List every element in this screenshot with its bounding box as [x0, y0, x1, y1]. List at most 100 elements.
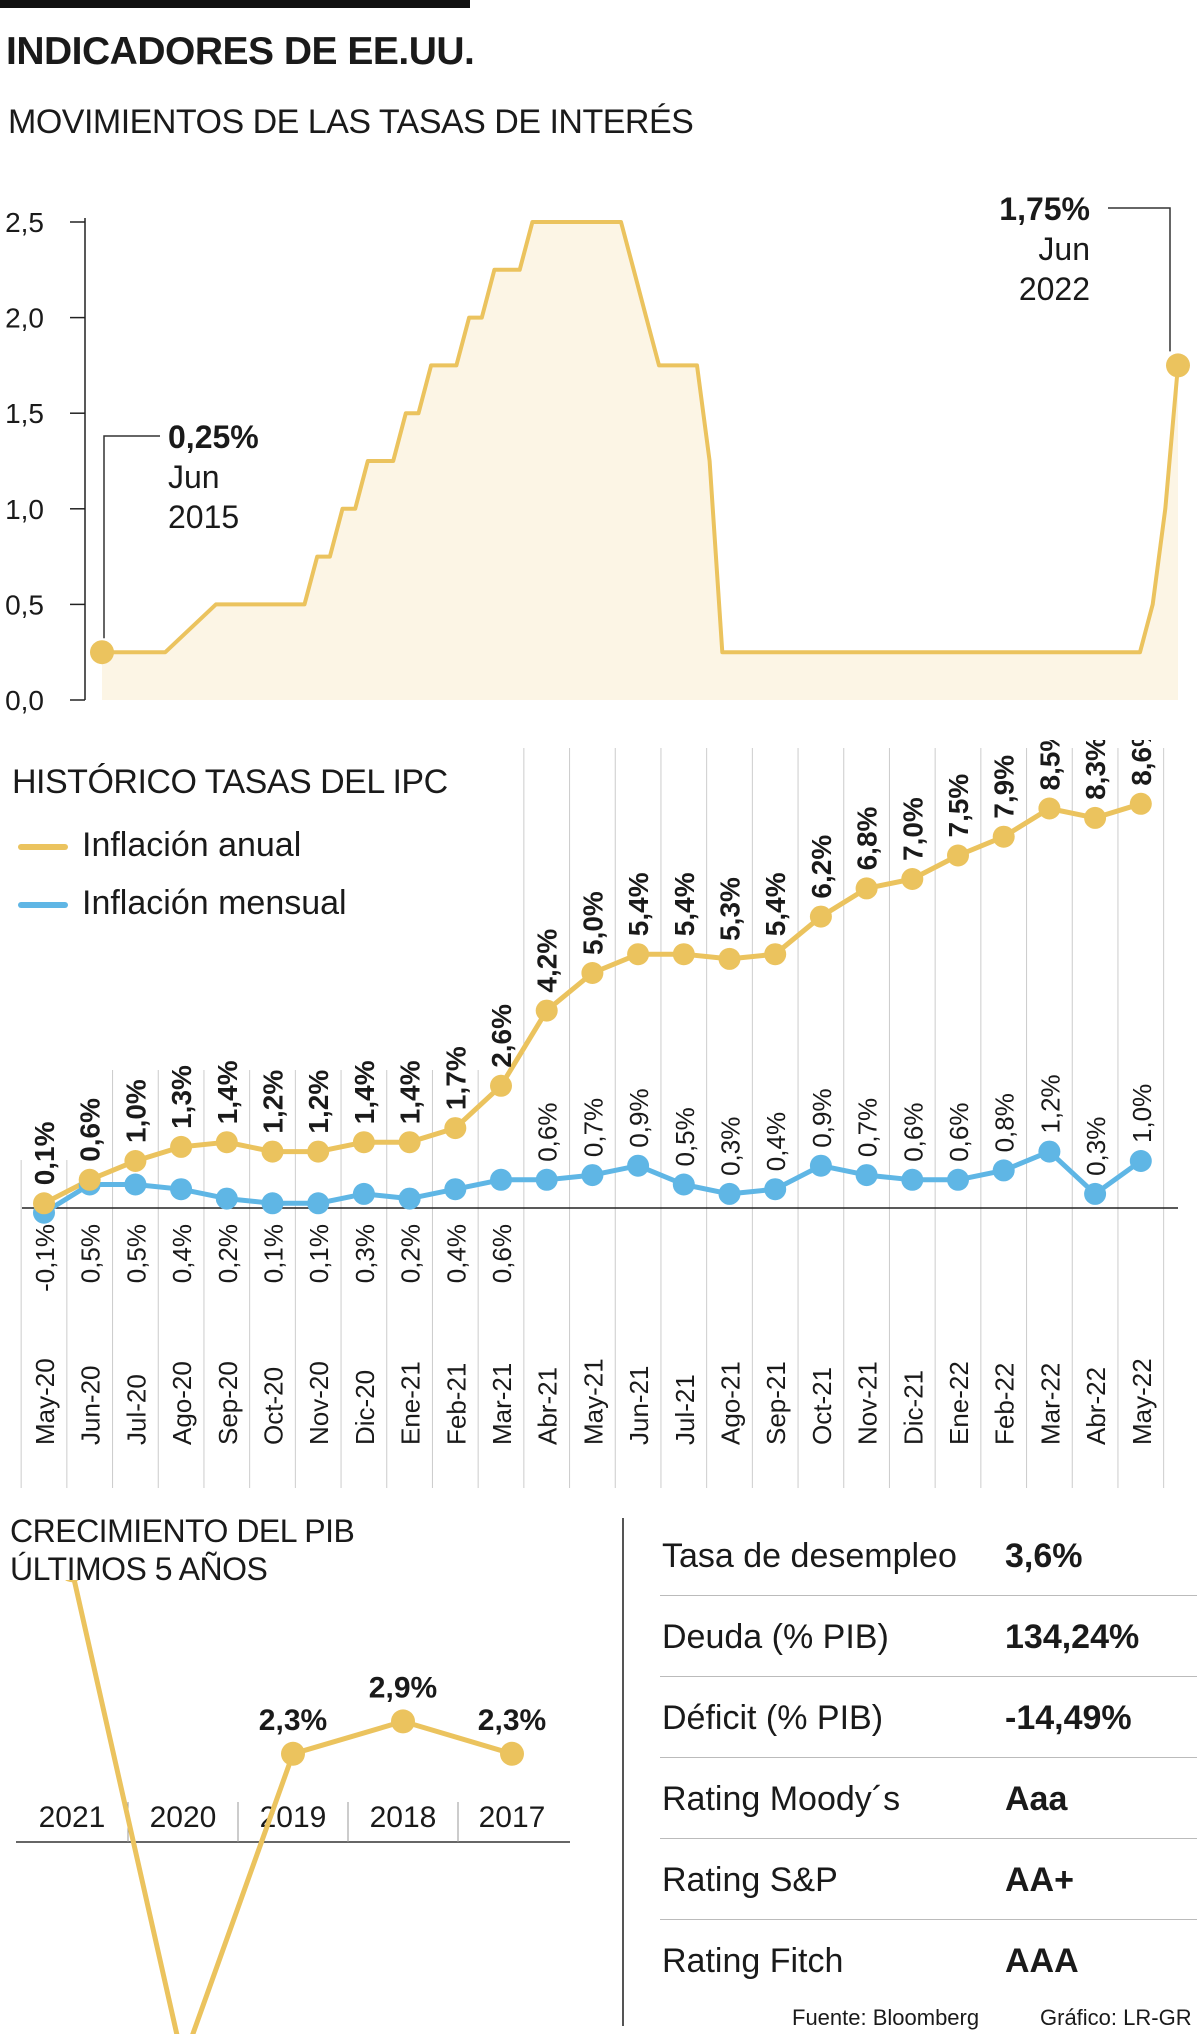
- monthly-point: [535, 1168, 558, 1191]
- rates-y-tick-label: 1,0: [5, 494, 44, 525]
- indicator-label: Déficit (% PIB): [662, 1699, 884, 1737]
- top-rule: [0, 0, 470, 8]
- monthly-label: 0,6%: [898, 1103, 928, 1162]
- monthly-point: [444, 1178, 467, 1201]
- ipc-gridlines: [20, 748, 1165, 1488]
- month-tick-label: Sep-21: [761, 1361, 791, 1445]
- rates-end-year: 2022: [1019, 271, 1090, 307]
- indicator-row: Déficit (% PIB) -14,49%: [660, 1677, 1197, 1758]
- monthly-label: 1,0%: [1127, 1084, 1157, 1143]
- annual-label: 1,2%: [303, 1070, 334, 1134]
- month-tick-label: Ago-20: [167, 1361, 197, 1445]
- monthly-point: [672, 1173, 695, 1196]
- rates-y-tick-label: 1,5: [5, 398, 44, 429]
- gdp-year-label: 2017: [479, 1801, 546, 1834]
- rates-end-month: Jun: [1038, 231, 1090, 267]
- monthly-point: [1038, 1140, 1061, 1163]
- monthly-label: 0,6%: [487, 1224, 517, 1283]
- monthly-point: [307, 1192, 330, 1215]
- annual-label: 7,0%: [897, 797, 928, 861]
- annual-point: [1084, 806, 1107, 829]
- monthly-point: [1129, 1150, 1152, 1172]
- legend-monthly-label: Inflación mensual: [82, 884, 347, 922]
- gdp-year-label: 2018: [370, 1801, 437, 1834]
- annual-point: [535, 999, 558, 1022]
- month-tick-label: May-21: [578, 1358, 608, 1445]
- indicator-row: Rating S&P AA+: [660, 1839, 1197, 1920]
- monthly-point: [261, 1192, 284, 1215]
- month-tick-label: Ago-21: [716, 1361, 746, 1445]
- indicator-label: Rating Moody´s: [662, 1780, 901, 1818]
- month-tick-label: Feb-21: [441, 1363, 471, 1445]
- annual-label: 1,4%: [212, 1060, 243, 1124]
- month-tick-label: Jun-20: [76, 1366, 106, 1446]
- monthly-point: [764, 1178, 787, 1201]
- annual-label: 4,2%: [532, 929, 563, 993]
- monthly-point: [215, 1187, 238, 1210]
- gdp-axis: 2021 2020 2019 2018 2017: [16, 1801, 570, 1843]
- annual-label: 8,3%: [1080, 740, 1111, 800]
- ipc-chart: 0,1% -0,1% May-20 0,6% 0,5% Jun-20 1,0% 0,5% Jul…: [20, 740, 1178, 1488]
- monthly-point: [627, 1154, 650, 1177]
- rates-end-point: [1166, 353, 1190, 378]
- monthly-label: 0,3%: [1081, 1117, 1111, 1176]
- annual-point: [1129, 792, 1152, 815]
- gdp-title-line1: CRECIMIENTO DEL PIB: [10, 1513, 355, 1549]
- monthly-label: 0,8%: [990, 1093, 1020, 1152]
- monthly-label: 0,6%: [944, 1103, 974, 1162]
- month-tick-label: Ene-21: [396, 1361, 426, 1445]
- rates-annotations: 0,25% Jun 2015 1,75% Jun 2022: [90, 191, 1190, 665]
- month-tick-label: Jun-21: [624, 1366, 654, 1446]
- monthly-point: [352, 1182, 375, 1205]
- rates-y-axis: 0,0 0,5 1,0 1,5 2,0 2,5: [5, 207, 86, 716]
- month-tick-label: Oct-20: [259, 1367, 289, 1445]
- indicator-value: Aaa: [1005, 1780, 1068, 1818]
- annual-label: 5,4%: [760, 872, 791, 936]
- month-tick-label: Dic-20: [350, 1370, 380, 1445]
- monthly-point: [490, 1168, 512, 1191]
- indicator-value: 134,24%: [1005, 1618, 1140, 1656]
- annual-point: [352, 1131, 375, 1154]
- monthly-point: [809, 1154, 832, 1177]
- monthly-label: 0,5%: [670, 1107, 700, 1166]
- legend-annual: Inflación anual: [18, 826, 301, 865]
- monthly-label: 0,1%: [304, 1224, 334, 1283]
- gdp-point: [500, 1741, 524, 1766]
- annual-point: [124, 1150, 147, 1172]
- rates-end-leader: [1108, 207, 1171, 352]
- monthly-label: 0,1%: [259, 1224, 289, 1283]
- rates-area-fill: [102, 222, 1178, 700]
- gdp-year-label: 2021: [39, 1801, 106, 1834]
- rates-end-value: 1,75%: [999, 191, 1090, 227]
- annual-label: 7,5%: [943, 774, 974, 838]
- legend-monthly-swatch: [18, 902, 68, 909]
- month-tick-label: Oct-21: [807, 1367, 837, 1445]
- rates-y-tick-label: 0,0: [5, 685, 44, 716]
- monthly-label: 0,6%: [533, 1103, 563, 1162]
- monthly-point: [1084, 1182, 1107, 1205]
- annual-label: 1,0%: [120, 1079, 151, 1143]
- annual-point: [992, 825, 1015, 848]
- annual-label: 5,4%: [623, 872, 654, 936]
- annual-point: [627, 943, 650, 966]
- month-tick-label: Jul-21: [670, 1374, 700, 1445]
- month-tick-label: Mar-22: [1035, 1363, 1065, 1445]
- month-tick-label: Nov-21: [853, 1361, 883, 1445]
- monthly-label: 0,7%: [853, 1098, 883, 1157]
- footer-credit: Gráfico: LR-GR: [1040, 2005, 1192, 2030]
- gdp-point: [281, 1741, 305, 1766]
- page-title: INDICADORES DE EE.UU.: [6, 30, 475, 73]
- annual-point: [901, 868, 924, 890]
- annual-label: 1,3%: [166, 1065, 197, 1129]
- annual-label: 5,0%: [577, 891, 608, 955]
- month-tick-label: Jul-20: [121, 1374, 151, 1445]
- monthly-label: 0,3%: [350, 1224, 380, 1283]
- rates-start-value: 0,25%: [168, 419, 259, 455]
- annual-label: 8,6%: [1126, 740, 1157, 786]
- monthly-label: 0,4%: [761, 1112, 791, 1171]
- annual-point: [398, 1131, 421, 1154]
- rates-start-leader: [103, 435, 160, 639]
- annual-label: 6,2%: [806, 835, 837, 899]
- annual-point: [261, 1140, 284, 1163]
